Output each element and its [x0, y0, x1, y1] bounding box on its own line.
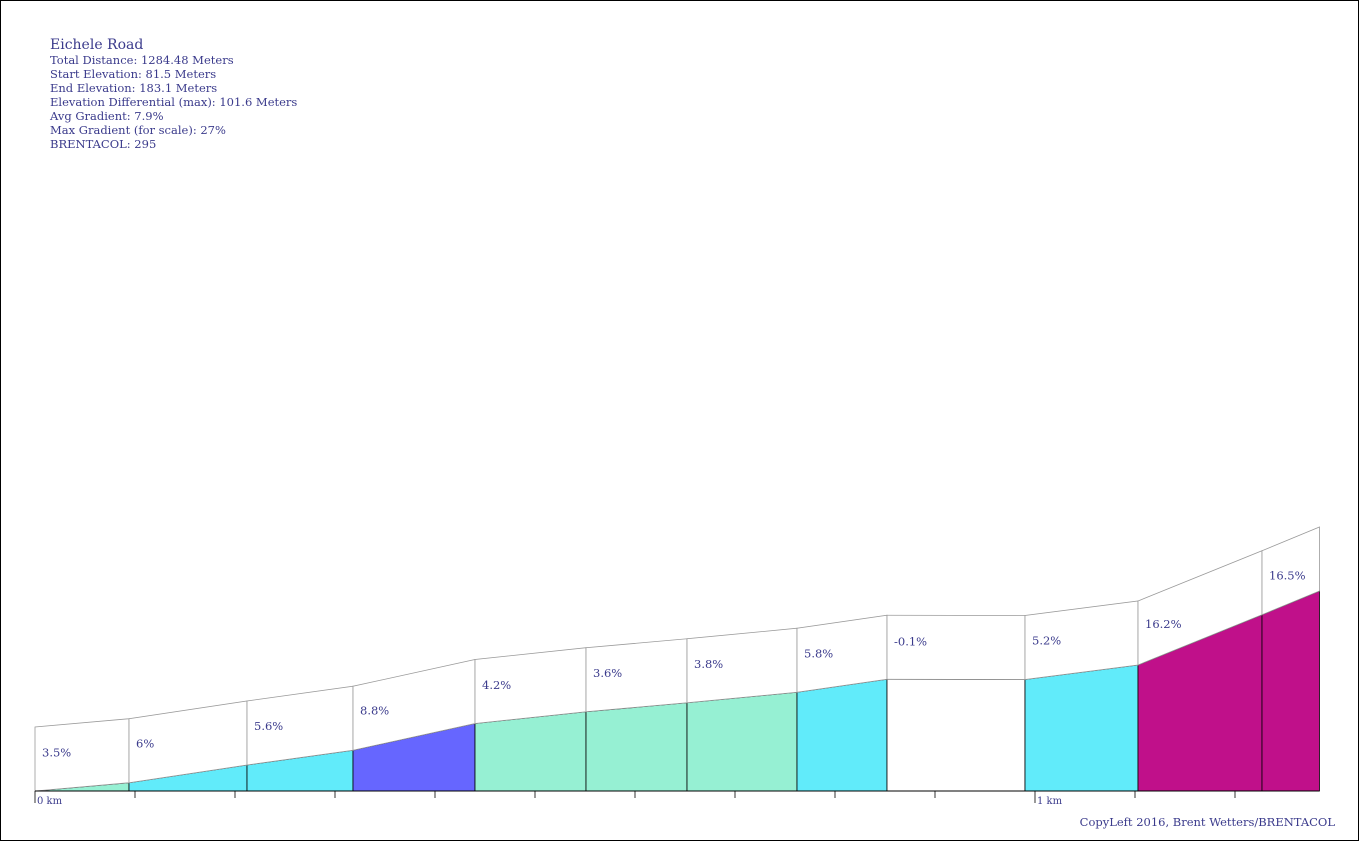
gradient-label-1: 3.5%: [42, 746, 71, 760]
elevation-differential: Elevation Differential (max): 101.6 Mete…: [50, 95, 298, 109]
segment-fill-8: [796, 678, 888, 792]
x-axis: 0 km 1 km: [34, 790, 1320, 807]
gradient-label-10: 5.2%: [1032, 634, 1061, 648]
gradient-label-3: 5.6%: [254, 719, 283, 733]
segment-fill-7: [686, 691, 798, 792]
segment-fill-5: [474, 711, 587, 792]
max-gradient: Max Gradient (for scale): 27%: [50, 123, 226, 137]
segments-layer: [34, 590, 1320, 792]
gradient-label-8: 5.8%: [804, 646, 833, 660]
brentacol-score: BRENTACOL: 295: [50, 137, 157, 151]
end-elevation: End Elevation: 183.1 Meters: [50, 81, 218, 95]
copyright-text: CopyLeft 2016, Brent Wetters/BRENTACOL: [1079, 815, 1335, 829]
route-info-panel: Eichele Road Total Distance: 1284.48 Met…: [50, 37, 297, 151]
total-distance: Total Distance: 1284.48 Meters: [50, 53, 234, 67]
segment-fill-9: [886, 678, 1026, 792]
gradient-label-6: 3.6%: [593, 666, 622, 680]
segment-fill-12: [1261, 590, 1320, 792]
avg-gradient: Avg Gradient: 7.9%: [50, 109, 164, 123]
gradient-label-9: -0.1%: [894, 634, 927, 648]
x-tick-label-2: 1 km: [1037, 796, 1063, 807]
segment-fill-6: [585, 702, 688, 792]
x-tick-label-1: 0 km: [37, 796, 63, 807]
segment-fill-10: [1024, 664, 1139, 792]
gradient-label-12: 16.5%: [1269, 568, 1306, 582]
route-title: Eichele Road: [50, 37, 144, 53]
gradient-label-bands: 3.5% 6% 5.6% 8.8% 4.2% 3.6% 3.8% 5.8% -0.1% 5.2% 1…: [34, 526, 1320, 792]
gradient-label-7: 3.8%: [694, 657, 723, 671]
start-elevation: Start Elevation: 81.5 Meters: [50, 67, 217, 81]
gradient-label-4: 8.8%: [360, 704, 389, 718]
gradient-label-2: 6%: [136, 737, 154, 751]
gradient-label-11: 16.2%: [1145, 617, 1182, 631]
gradient-label-5: 4.2%: [482, 678, 511, 692]
gradient-band-12: [1261, 526, 1320, 616]
